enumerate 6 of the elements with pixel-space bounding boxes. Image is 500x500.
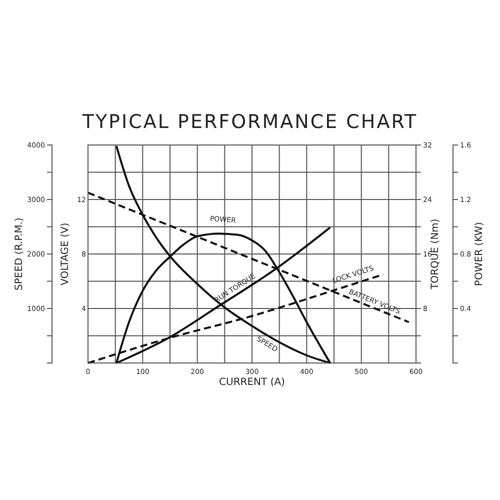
y-axis-title: POWER (KW): [474, 222, 485, 286]
chart-title: TYPICAL PERFORMANCE CHART: [81, 111, 418, 133]
y3-axis-title: SPEED (R.P.M.): [14, 217, 25, 290]
y-axis-title: VOLTAGE (V): [60, 222, 71, 286]
x-axis-title: CURRENT (A): [219, 377, 286, 388]
y2-axis-title: TORQUE (Nm): [430, 218, 441, 290]
